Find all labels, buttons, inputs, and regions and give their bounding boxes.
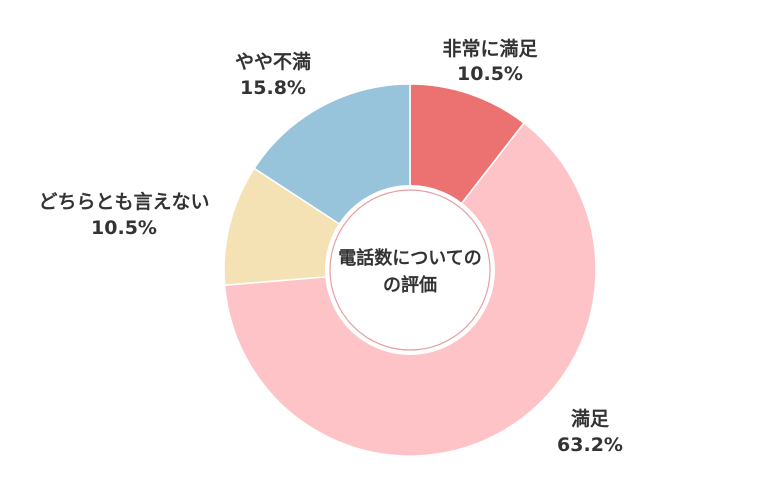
slice-value-very-satisfied: 10.5% (457, 63, 523, 85)
center-ring (329, 189, 491, 351)
slice-value-neutral: 10.5% (91, 217, 157, 239)
slice-value-somewhat-dissatisfied: 15.8% (240, 77, 306, 99)
slice-label-satisfied: 満足 (571, 408, 610, 430)
slice-label-very-satisfied: 非常に満足 (442, 37, 538, 60)
slice-label-somewhat-dissatisfied: やや不満 (235, 51, 311, 73)
center-hole (325, 185, 495, 355)
center-title-line-1: 電話数についての (338, 247, 481, 269)
center-title-line-2: の評価 (383, 274, 437, 296)
chart-slices (223, 83, 597, 457)
slice-label-neutral: どちらとも言えない (38, 190, 209, 213)
slice-value-satisfied: 63.2% (557, 434, 623, 456)
